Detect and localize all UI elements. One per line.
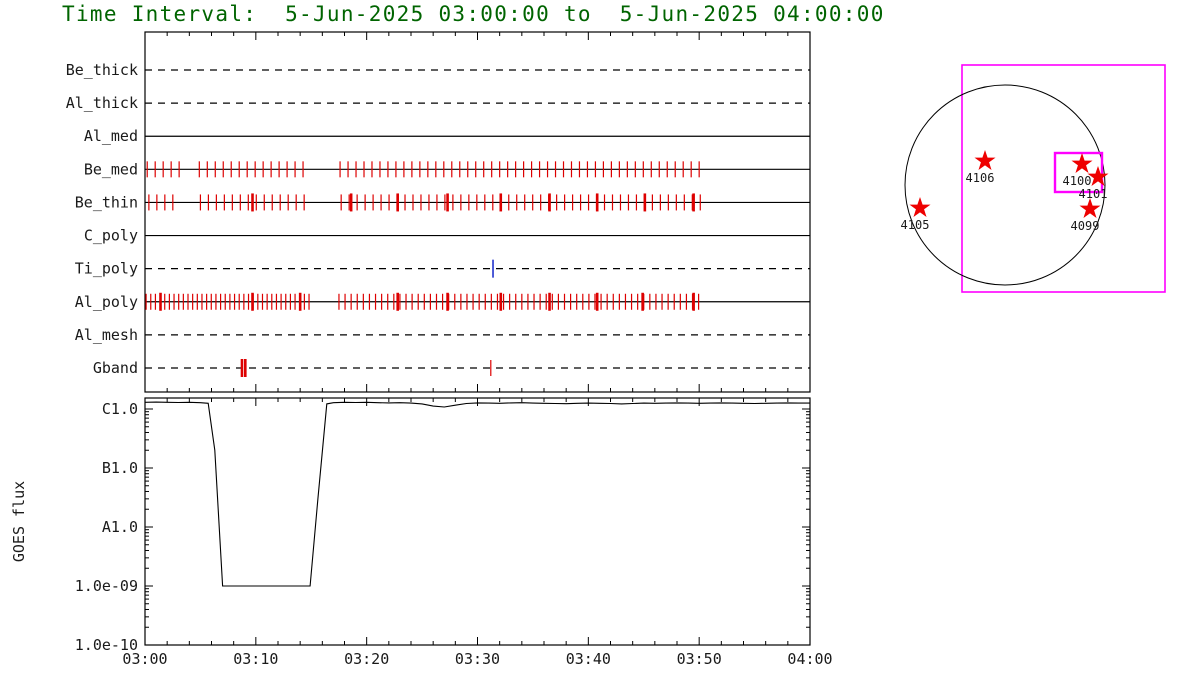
active-region-star: [909, 196, 931, 217]
active-region-star: [1071, 152, 1093, 173]
filter-label: Be_thick: [66, 61, 138, 79]
goes-xtick-label: 03:50: [677, 650, 722, 668]
goes-xtick-label: 04:00: [787, 650, 832, 668]
filter-label: Be_med: [84, 160, 138, 178]
active-region-label: 4101: [1079, 187, 1108, 201]
timeline-frame: [144, 31, 811, 393]
goes-ytick-label: C1.0: [102, 400, 138, 418]
goes-xtick-label: 03:30: [455, 650, 500, 668]
goes-ytick-label: A1.0: [102, 518, 138, 536]
goes-frame: [144, 397, 811, 646]
page-title: Time Interval: 5-Jun-2025 03:00:00 to 5-…: [62, 2, 885, 26]
active-region-label: 4106: [966, 171, 995, 185]
goes-flux-line: [144, 401, 810, 587]
goes-xtick-label: 03:00: [122, 650, 167, 668]
solar-disk: [904, 84, 1106, 286]
active-region-star: [974, 149, 996, 170]
filter-label: Ti_poly: [75, 260, 138, 278]
filter-label: C_poly: [84, 227, 138, 245]
goes-xtick-label: 03:20: [344, 650, 389, 668]
active-region-label: 4105: [901, 218, 930, 232]
filter-label: Al_med: [84, 127, 138, 145]
filter-label: Al_poly: [75, 293, 138, 311]
target-box: [1053, 151, 1104, 194]
active-region-label: 4100: [1063, 174, 1092, 188]
active-region-star: [1079, 197, 1101, 218]
filter-label: Al_thick: [66, 94, 138, 112]
goes-xtick-label: 03:40: [566, 650, 611, 668]
fov-rect: [961, 64, 1166, 293]
goes-ylabel: GOES flux: [10, 481, 28, 562]
filter-label: Be_thin: [75, 193, 138, 211]
active-region-star: [1087, 165, 1109, 186]
goes-ytick-label: B1.0: [102, 459, 138, 477]
filter-label: Gband: [93, 359, 138, 377]
goes-ytick-label: 1.0e-09: [75, 577, 138, 595]
goes-ytick-label: 1.0e-10: [75, 636, 138, 654]
active-region-label: 4099: [1071, 219, 1100, 233]
filter-label: Al_mesh: [75, 326, 138, 344]
goes-xtick-label: 03:10: [233, 650, 278, 668]
